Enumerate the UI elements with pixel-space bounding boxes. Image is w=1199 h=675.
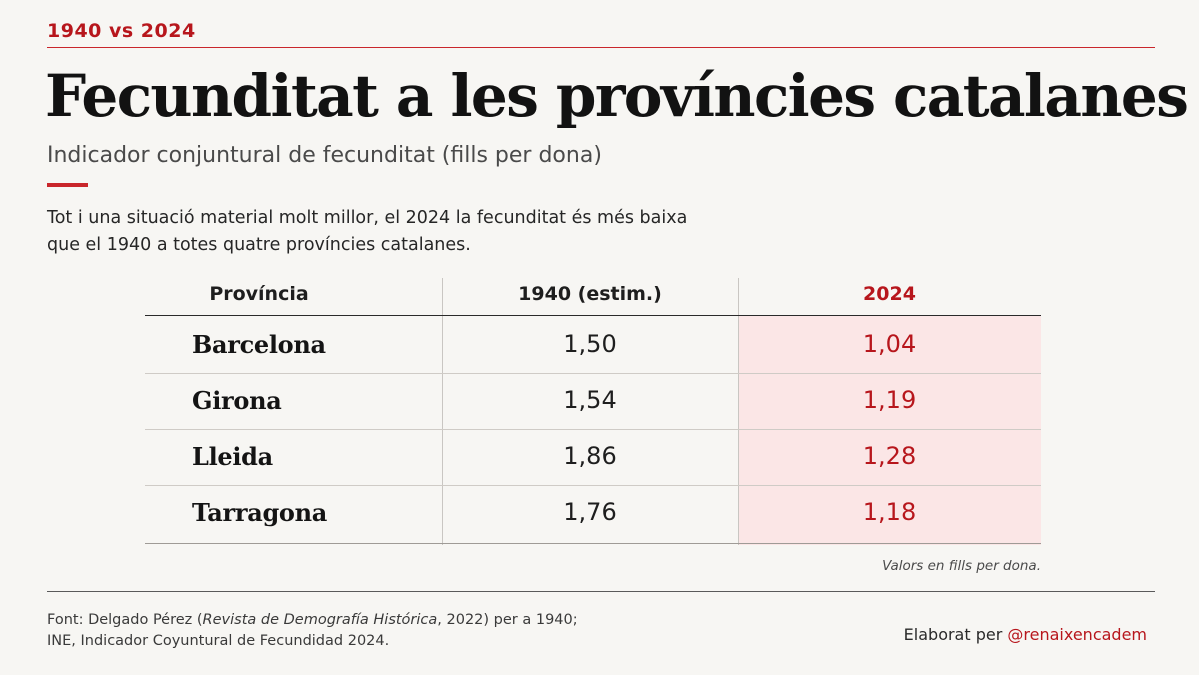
header-province: Província: [209, 283, 309, 305]
source-journal: Revista de Demografía Histórica: [202, 612, 438, 628]
source-prefix: Font: Delgado Pérez (: [47, 612, 203, 628]
lead-line-1: Tot i una situació material molt millor,…: [47, 208, 688, 228]
table-note: Valors en fills per dona.: [882, 558, 1041, 574]
table-row: Lleida 1,86 1,28: [145, 429, 1041, 485]
lead-paragraph: Tot i una situació material molt millor,…: [47, 205, 747, 259]
fertility-table: Província 1940 (estim.) 2024 Barcelona 1…: [145, 278, 1041, 545]
credit-handle-link[interactable]: @renaixencadem: [1007, 625, 1147, 644]
subtitle: Indicador conjuntural de fecunditat (fil…: [47, 143, 602, 168]
value-1940-cell: 1,54: [563, 386, 617, 414]
header-rule: [145, 315, 1041, 316]
value-1940-cell: 1,86: [563, 442, 617, 470]
top-rule: [47, 47, 1155, 48]
province-cell: Lleida: [192, 442, 273, 471]
page-title: Fecunditat a les províncies catalanes: [45, 62, 1189, 130]
province-cell: Girona: [192, 386, 282, 415]
table-bottom-rule: [145, 543, 1041, 544]
row-rule: [145, 373, 1041, 374]
accent-bar: [47, 183, 88, 187]
value-2024-cell: 1,18: [862, 498, 917, 526]
column-2024-highlight: [738, 315, 1041, 545]
row-rule: [145, 485, 1041, 486]
header-1940: 1940 (estim.): [518, 283, 662, 305]
column-divider-2: [738, 278, 739, 545]
province-cell: Barcelona: [192, 330, 326, 359]
table-row: Barcelona 1,50 1,04: [145, 317, 1041, 373]
header-2024: 2024: [863, 283, 916, 305]
kicker: 1940 vs 2024: [47, 20, 196, 42]
table-row: Tarragona 1,76 1,18: [145, 485, 1041, 541]
row-rule: [145, 429, 1041, 430]
source-line-2: INE, Indicador Coyuntural de Fecundidad …: [47, 633, 390, 649]
value-1940-cell: 1,50: [563, 330, 617, 358]
source-suffix: , 2022) per a 1940;: [437, 612, 578, 628]
value-2024-cell: 1,19: [862, 386, 917, 414]
credit-prefix: Elaborat per: [903, 625, 1008, 644]
table-row: Girona 1,54 1,19: [145, 373, 1041, 429]
column-divider-1: [442, 278, 443, 545]
value-2024-cell: 1,04: [862, 330, 917, 358]
credit: Elaborat per @renaixencadem: [904, 625, 1147, 644]
source-line-1: Font: Delgado Pérez (Revista de Demograf…: [47, 610, 578, 631]
source-text: Font: Delgado Pérez (Revista de Demograf…: [47, 610, 578, 652]
value-1940-cell: 1,76: [563, 498, 617, 526]
province-cell: Tarragona: [192, 498, 328, 527]
value-2024-cell: 1,28: [862, 442, 917, 470]
lead-line-2: que el 1940 a totes quatre províncies ca…: [47, 235, 471, 255]
footer-rule: [47, 591, 1155, 592]
